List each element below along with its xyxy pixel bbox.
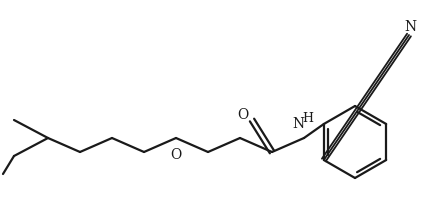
Text: N: N [404, 20, 416, 34]
Text: O: O [238, 108, 249, 122]
Text: O: O [170, 148, 181, 162]
Text: H: H [303, 111, 314, 124]
Text: N: N [292, 117, 304, 131]
